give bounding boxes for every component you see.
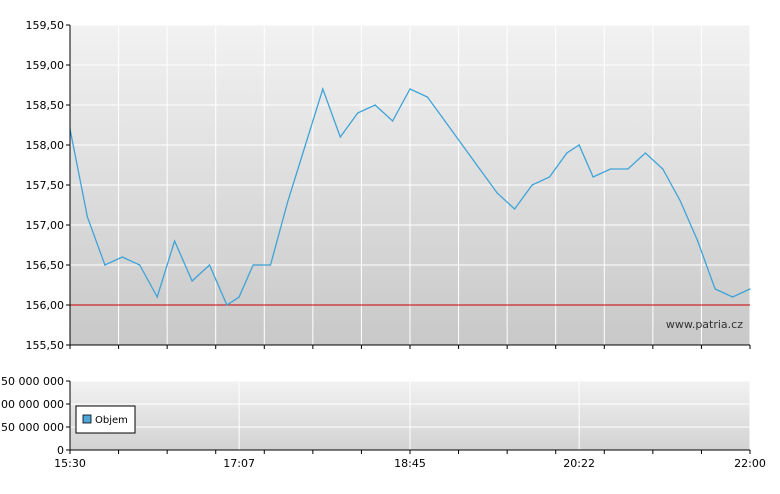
x-tick-labels: 15:30 17:07 18:45 20:22 22:00 [54,457,766,470]
price-point [627,168,629,170]
price-point [609,168,612,170]
price-ytick-label: 156,50 [26,259,65,272]
price-ytick-labels: 159,50 159,00 158,50 158,00 157,50 157,00 156,… [26,19,70,352]
x-tick-label: 20:22 [563,457,595,470]
price-point [287,200,289,202]
legend-label: Objem [95,415,128,426]
price-xticks [69,345,751,349]
price-point [426,96,429,98]
price-point [479,168,481,170]
price-point [662,168,664,170]
volume-xticks [69,450,751,454]
price-point [226,304,228,306]
price-point [374,104,376,106]
price-point [548,176,551,178]
price-point [409,88,411,90]
price-point [592,176,594,178]
price-point [252,264,254,266]
price-points [69,88,751,306]
price-ytick-label: 159,00 [26,59,65,72]
price-point [714,288,716,290]
price-point [139,264,141,266]
x-tick-label: 17:07 [223,457,255,470]
price-point [531,184,533,186]
price-ytick-label: 156,00 [26,299,65,312]
volume-ytick-labels: 150 000 000 100 000 000 50 000 000 0 [0,375,70,457]
price-point [304,144,306,146]
price-point [514,208,516,210]
volume-ytick-label: 50 000 000 [1,421,64,434]
x-tick-label: 18:45 [394,457,426,470]
price-point [339,136,341,138]
price-point [191,280,193,282]
price-ytick-label: 157,00 [26,219,65,232]
price-point [679,200,681,202]
price-point [121,256,123,258]
price-point [174,240,176,242]
price-point [104,264,106,266]
price-ytick-label: 159,50 [26,19,65,32]
price-point [238,296,240,298]
price-point [86,216,89,218]
price-point [444,120,446,122]
price-ytick-label: 158,50 [26,99,65,112]
volume-ytick-label: 150 000 000 [0,375,64,388]
volume-ytick-label: 100 000 000 [0,398,64,411]
price-point [156,296,158,298]
price-point [731,296,734,298]
price-ytick-label: 158,00 [26,139,65,152]
price-point [644,152,646,154]
price-point [322,88,324,90]
price-point [357,112,359,114]
x-tick-label: 22:00 [734,457,766,470]
price-point [749,288,751,290]
price-ytick-label: 157,50 [26,179,65,192]
legend: Objem [75,405,136,434]
price-point [269,264,272,266]
volume-ytick-label: 0 [57,444,64,457]
price-point [578,144,580,146]
price-point [566,152,568,154]
legend-swatch [82,414,92,424]
price-point [496,192,498,194]
price-point [208,264,211,266]
price-point [391,120,394,122]
price-chart: 159,50 159,00 158,50 158,00 157,50 157,00 156,… [26,19,751,352]
price-point [697,240,699,242]
price-ytick-label: 155,50 [26,339,65,352]
x-tick-label: 15:30 [54,457,86,470]
watermark: www.patria.cz [666,318,743,331]
price-point [461,144,463,146]
